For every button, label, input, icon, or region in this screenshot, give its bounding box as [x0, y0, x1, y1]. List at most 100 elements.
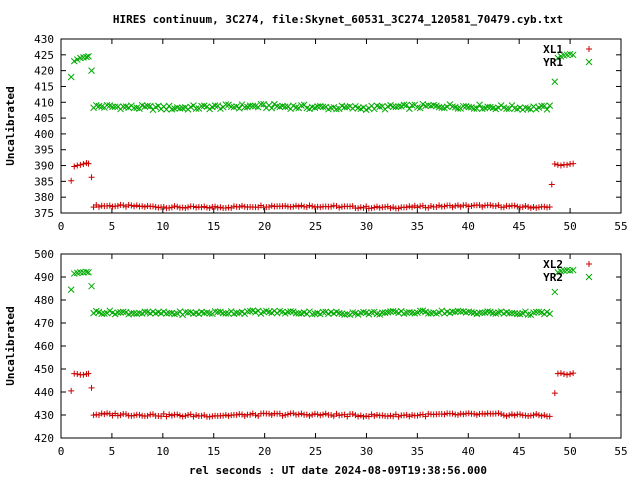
- data-point-plus: [403, 204, 410, 211]
- data-point-plus: [168, 412, 175, 419]
- data-point-plus: [290, 203, 297, 210]
- data-point-plus: [387, 205, 394, 212]
- data-point-plus: [554, 161, 561, 168]
- data-point-plus: [527, 204, 534, 211]
- data-point-plus: [117, 412, 124, 419]
- data-point-plus: [530, 204, 537, 211]
- y-tick-label: 450: [34, 363, 54, 376]
- x-tick-label: 40: [462, 445, 475, 458]
- data-point-plus: [538, 412, 545, 419]
- data-point-cross: [76, 269, 84, 276]
- data-point-plus: [492, 203, 499, 210]
- data-point-cross: [389, 307, 397, 315]
- data-point-cross: [476, 309, 483, 317]
- y-tick-label: 490: [34, 271, 54, 284]
- x-tick-label: 50: [563, 445, 576, 458]
- y-tick-label: 410: [34, 96, 54, 109]
- x-tick-label: 50: [563, 220, 576, 233]
- x-tick-label: 0: [58, 220, 65, 233]
- data-point-plus: [541, 203, 548, 210]
- data-point-plus: [411, 202, 418, 209]
- data-point-cross: [508, 309, 516, 317]
- x-tick-label: 45: [513, 220, 526, 233]
- data-point-plus: [328, 412, 335, 419]
- data-point-plus: [457, 410, 464, 417]
- legend-marker-plus: [586, 261, 592, 267]
- data-point-plus: [409, 412, 416, 419]
- data-point-cross: [379, 309, 386, 317]
- data-point-cross: [211, 102, 219, 109]
- legend-label: XL2: [543, 258, 563, 271]
- data-point-plus: [95, 203, 102, 210]
- data-point-plus: [68, 387, 75, 394]
- data-point-plus: [460, 411, 467, 418]
- data-point-plus: [303, 411, 310, 418]
- data-point-cross: [368, 309, 375, 316]
- data-point-plus: [371, 412, 378, 419]
- data-point-plus: [519, 204, 526, 211]
- data-point-plus: [522, 202, 529, 209]
- data-point-plus: [471, 410, 478, 417]
- data-point-cross: [484, 308, 492, 315]
- y-tick-label: 400: [34, 128, 54, 141]
- data-point-cross: [284, 308, 292, 316]
- data-point-plus: [77, 161, 84, 168]
- data-point-plus: [309, 411, 316, 418]
- data-point-plus: [290, 410, 297, 417]
- data-point-plus: [382, 203, 389, 210]
- data-point-plus: [198, 204, 205, 211]
- data-point-cross: [292, 309, 300, 317]
- data-point-plus: [160, 410, 167, 417]
- data-point-cross: [454, 307, 462, 315]
- data-point-plus: [122, 411, 129, 418]
- data-point-cross: [171, 310, 178, 318]
- x-tick-label: 25: [309, 220, 322, 233]
- data-point-plus: [400, 412, 407, 419]
- data-point-plus: [193, 204, 200, 211]
- data-point-plus: [144, 202, 151, 209]
- data-point-plus: [333, 203, 340, 210]
- data-point-plus: [166, 411, 173, 418]
- data-point-plus: [495, 410, 502, 417]
- data-point-plus: [514, 203, 521, 210]
- y-tick-label: 430: [34, 33, 54, 46]
- data-point-plus: [114, 412, 121, 419]
- data-point-plus: [551, 160, 558, 167]
- data-point-plus: [570, 370, 577, 377]
- data-point-cross: [460, 102, 467, 110]
- data-point-cross: [88, 67, 95, 74]
- data-point-plus: [506, 203, 513, 210]
- data-point-plus: [141, 203, 148, 210]
- data-point-plus: [128, 202, 135, 209]
- y-tick-label: 415: [34, 80, 54, 93]
- y-tick-label: 425: [34, 49, 54, 62]
- plot-frame: [60, 38, 622, 214]
- data-point-plus: [203, 204, 210, 211]
- legend-label: YR1: [543, 56, 563, 69]
- data-point-cross: [389, 103, 397, 111]
- data-point-cross: [260, 100, 267, 108]
- y-tick-label: 500: [34, 248, 54, 261]
- data-point-plus: [139, 203, 146, 210]
- data-point-plus: [309, 203, 316, 210]
- data-point-cross: [532, 308, 540, 316]
- data-point-plus: [522, 412, 529, 419]
- y-tick-label: 405: [34, 112, 54, 125]
- data-point-plus: [190, 413, 197, 420]
- data-point-plus: [322, 410, 329, 417]
- data-point-cross: [67, 73, 75, 81]
- data-point-plus: [454, 411, 461, 418]
- data-point-plus: [500, 412, 507, 419]
- data-point-plus: [373, 411, 380, 418]
- x-tick-label: 5: [109, 220, 116, 233]
- y-tick-label: 375: [34, 207, 54, 220]
- data-point-cross: [551, 288, 559, 296]
- data-point-plus: [168, 204, 175, 211]
- data-point-plus: [449, 410, 456, 417]
- data-point-plus: [152, 203, 159, 210]
- data-point-plus: [427, 203, 434, 210]
- data-point-cross: [535, 308, 543, 316]
- data-point-cross: [257, 100, 265, 108]
- x-tick-label: 30: [360, 220, 373, 233]
- x-tick-label: 10: [156, 220, 169, 233]
